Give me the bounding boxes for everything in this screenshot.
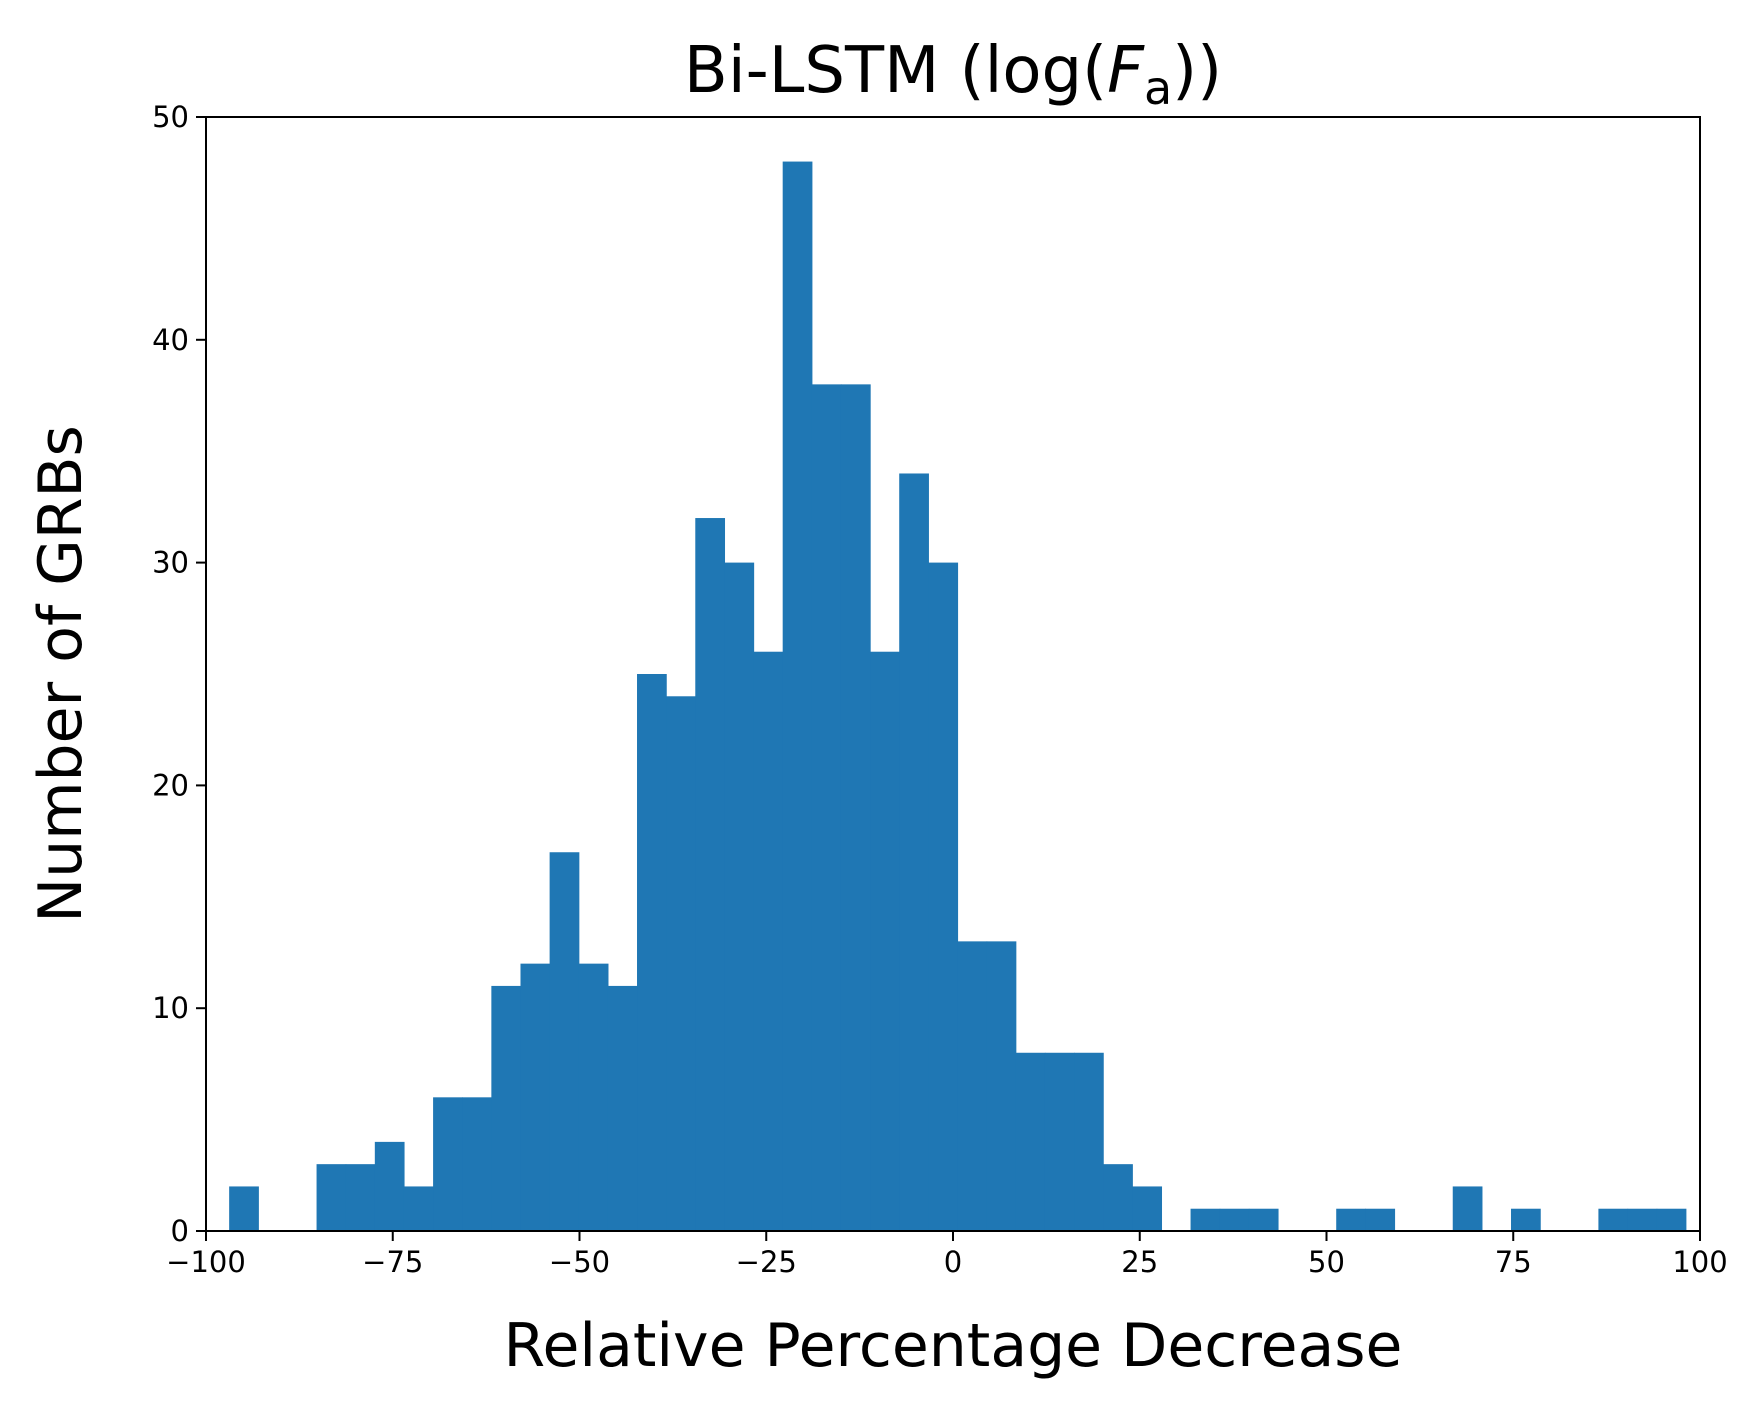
y-tick-label: 20 (152, 768, 189, 802)
y-tick-label: 30 (152, 546, 189, 580)
x-axis-ticks: −100 −75 −50 −25 0 25 50 75 100 (166, 1231, 1728, 1279)
y-tick-label: 10 (152, 991, 189, 1025)
histogram-bar (578, 963, 609, 1231)
x-tick-label: 50 (1308, 1245, 1345, 1279)
histogram-bar (637, 674, 667, 1231)
histogram-bar (899, 473, 929, 1232)
x-tick-label: −75 (362, 1245, 423, 1279)
x-tick-label: −25 (736, 1245, 797, 1279)
histogram-bar (1190, 1208, 1221, 1231)
histogram-bar (724, 562, 755, 1231)
histogram-bar (229, 1186, 259, 1231)
y-axis-label: Number of GRBs (26, 425, 96, 923)
histogram-bar (957, 941, 988, 1231)
histogram-bar (1074, 1052, 1104, 1231)
histogram-bar (1219, 1208, 1250, 1231)
histogram-bar (1336, 1208, 1366, 1231)
histogram-bar (607, 985, 638, 1231)
histogram-bar (695, 518, 726, 1231)
chart-title-prefix: Bi-LSTM (log( (684, 34, 1107, 108)
histogram-bar (491, 985, 522, 1231)
histogram-bar (753, 651, 784, 1231)
histogram-bar (1598, 1208, 1629, 1231)
y-tick-label: 50 (152, 100, 189, 134)
histogram-bar (549, 852, 580, 1231)
histogram-bar (666, 696, 696, 1231)
histogram-bars (229, 161, 1687, 1232)
x-tick-label: 25 (1121, 1245, 1158, 1279)
x-tick-label: 0 (944, 1245, 962, 1279)
histogram-bar (1627, 1208, 1658, 1231)
y-tick-label: 0 (171, 1214, 189, 1248)
histogram-bar (986, 941, 1017, 1231)
x-tick-label: −100 (166, 1245, 246, 1279)
histogram-bar (374, 1141, 405, 1231)
histogram-bar (782, 161, 813, 1231)
chart-title-subscript: a (1144, 61, 1172, 115)
histogram-bar (1015, 1052, 1046, 1231)
histogram-bar (870, 651, 900, 1231)
histogram-bar (811, 384, 842, 1231)
histogram-bar (928, 562, 959, 1231)
histogram-bar (1452, 1186, 1483, 1231)
histogram-bar (1365, 1208, 1396, 1231)
y-axis-ticks: 0 10 20 30 40 50 (152, 100, 206, 1248)
histogram-bar (520, 963, 551, 1231)
histogram-bar (1248, 1208, 1279, 1231)
histogram-bar (1656, 1208, 1687, 1231)
x-tick-label: 100 (1672, 1245, 1727, 1279)
histogram-bar (1511, 1208, 1541, 1231)
histogram-bar (316, 1164, 347, 1231)
y-tick-label: 40 (152, 323, 189, 357)
histogram-bar (1103, 1164, 1133, 1231)
chart-title-suffix: )) (1172, 34, 1222, 108)
chart-title-symbol: F (1107, 34, 1145, 108)
histogram-bar (840, 384, 871, 1231)
histogram-bar (403, 1186, 434, 1231)
x-tick-label: 75 (1495, 1245, 1532, 1279)
x-tick-label: −50 (549, 1245, 610, 1279)
histogram-bar (345, 1164, 376, 1231)
histogram-bar (433, 1097, 463, 1231)
histogram-bar (1044, 1052, 1075, 1231)
histogram-bar (462, 1097, 492, 1231)
chart-title: Bi-LSTM (log(Fa)) (684, 34, 1222, 115)
x-axis-label: Relative Percentage Decrease (504, 1311, 1403, 1381)
histogram-bar (1132, 1186, 1163, 1231)
